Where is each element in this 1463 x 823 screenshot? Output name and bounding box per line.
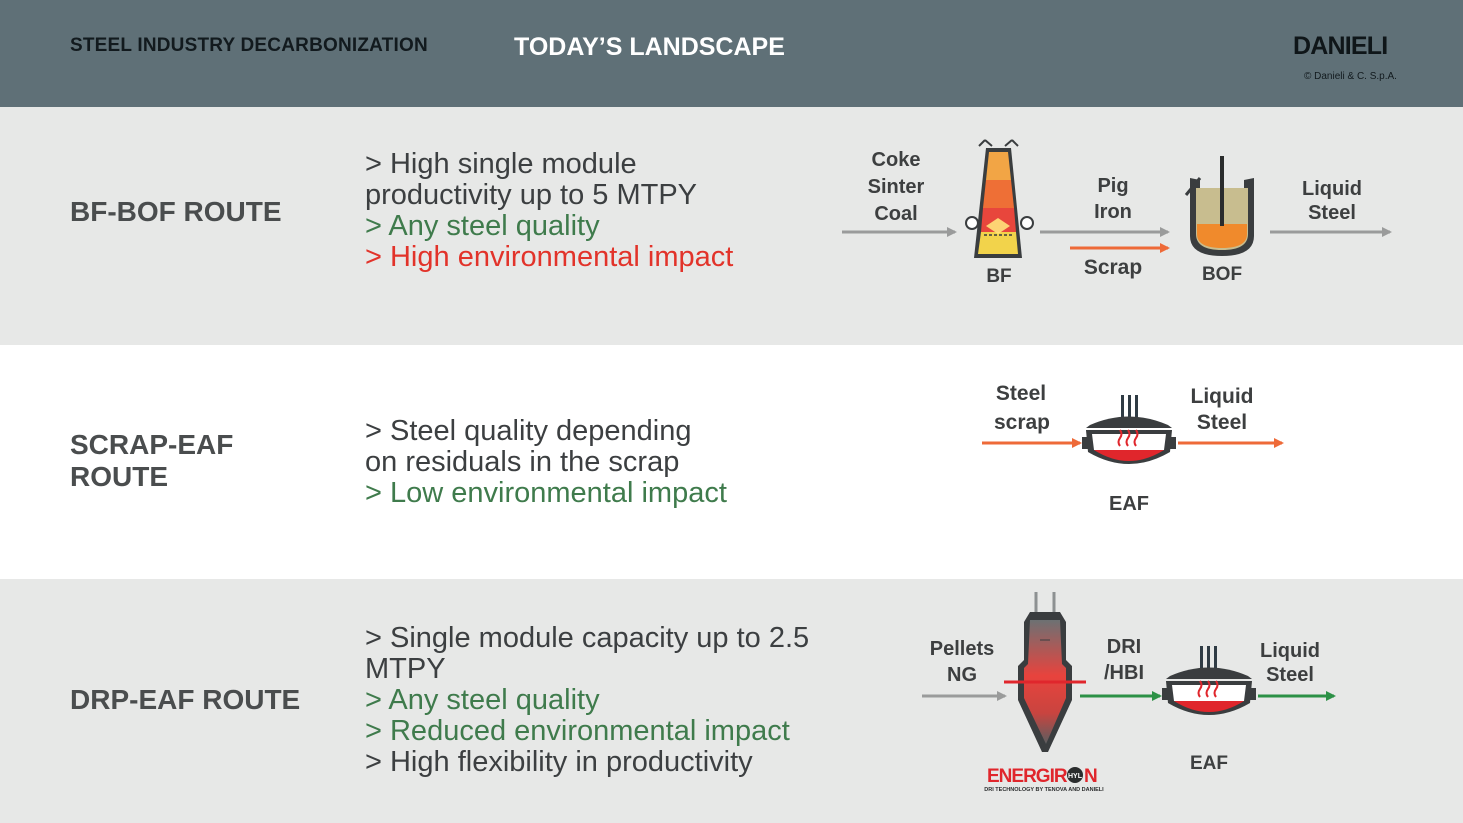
input-label: scrap (994, 411, 1050, 434)
route-title-line: DRP-EAF ROUTE (70, 684, 301, 715)
route-title-line: BF-BOF ROUTE (70, 196, 282, 227)
intermediate-label: Iron (1094, 201, 1132, 223)
section-title: STEEL INDUSTRY DECARBONIZATION (70, 35, 428, 56)
bullet-line: > Any steel quality (365, 684, 600, 716)
bf-bof-diagram: Coke Sinter Coal BF Pig Iron Scrap (842, 139, 1392, 287)
bullet-line: > High environmental impact (365, 241, 734, 273)
bof-converter-icon (1184, 156, 1254, 256)
output-label: Steel (1266, 664, 1314, 686)
eaf-furnace-icon (1162, 646, 1256, 715)
logo-badge-circle (1067, 767, 1083, 783)
intermediate-label: Pig (1097, 175, 1128, 197)
logo-text-main: ENERGIR (987, 766, 1068, 787)
bullet-line: productivity up to 5 MTPY (365, 179, 698, 211)
energiron-logo: ENERGIR HYL N DRI TECHNOLOGY BY TENOVA A… (984, 766, 1104, 793)
scrap-label: Scrap (1084, 256, 1142, 279)
bullet-line: > Reduced environmental impact (365, 715, 790, 747)
slide-title: TODAY’S LANDSCAPE (514, 33, 785, 61)
logo-text-end: N (1084, 766, 1098, 787)
bullet-line: > Single module capacity up to 2.5 (365, 622, 810, 654)
scrap-eaf-band (0, 345, 1463, 579)
route-title-bf-bof: BF-BOF ROUTE (70, 196, 282, 228)
scrap-eaf-diagram: Steel scrap EAF Liquid Steel (982, 382, 1284, 515)
copyright-text: © Danieli & C. S.p.A. (1304, 71, 1397, 82)
route-title-drp-eaf: DRP-EAF ROUTE (70, 684, 300, 716)
bf-bof-bullets: > High single module productivity up to … (365, 149, 733, 273)
input-label: Coke (872, 149, 921, 171)
eaf-furnace-icon (1082, 395, 1176, 464)
header-bar: STEEL INDUSTRY DECARBONIZATION TODAY’S L… (0, 0, 1463, 107)
output-label: Liquid (1191, 385, 1254, 408)
input-label: Coal (874, 203, 917, 225)
bullet-line: > Steel quality depending (365, 415, 692, 447)
output-label: Steel (1197, 411, 1247, 434)
input-label: Steel (996, 382, 1046, 405)
output-label: Steel (1308, 202, 1356, 224)
route-title-line: ROUTE (70, 461, 168, 492)
bullet-line: MTPY (365, 653, 446, 685)
intermediate-label: /HBI (1104, 662, 1144, 684)
scrap-eaf-bullets: > Steel quality depending on residuals i… (365, 416, 727, 509)
input-label: Pellets (930, 638, 994, 660)
route-title-scrap-eaf: SCRAP-EAF ROUTE (70, 429, 233, 493)
danieli-logo: DANIELI (1293, 32, 1388, 60)
furnace-label: BF (986, 266, 1011, 287)
logo-badge: HYL (1068, 773, 1083, 780)
output-label: Liquid (1260, 640, 1320, 662)
drp-eaf-diagram: Pellets NG DRI /HBI EAF (922, 592, 1336, 793)
output-label: Liquid (1302, 178, 1362, 200)
converter-label: BOF (1202, 264, 1242, 285)
drp-eaf-bullets: > Single module capacity up to 2.5 MTPY … (365, 623, 809, 778)
bullet-line: > Any steel quality (365, 210, 600, 242)
bullet-line: on residuals in the scrap (365, 446, 680, 478)
drp-reactor-icon (1004, 592, 1086, 752)
input-label: NG (947, 664, 977, 686)
bullet-line: > Low environmental impact (365, 477, 727, 509)
bullet-line: > High flexibility in productivity (365, 746, 753, 778)
bullet-line: > High single module (365, 148, 637, 180)
input-label: Sinter (868, 176, 925, 198)
blast-furnace-icon (965, 139, 1034, 258)
logo-tagline: DRI TECHNOLOGY BY TENOVA AND DANIELI (984, 787, 1104, 793)
furnace-label: EAF (1190, 753, 1228, 774)
intermediate-label: DRI (1107, 636, 1141, 658)
route-title-line: SCRAP-EAF (70, 429, 234, 460)
furnace-label: EAF (1109, 493, 1149, 515)
